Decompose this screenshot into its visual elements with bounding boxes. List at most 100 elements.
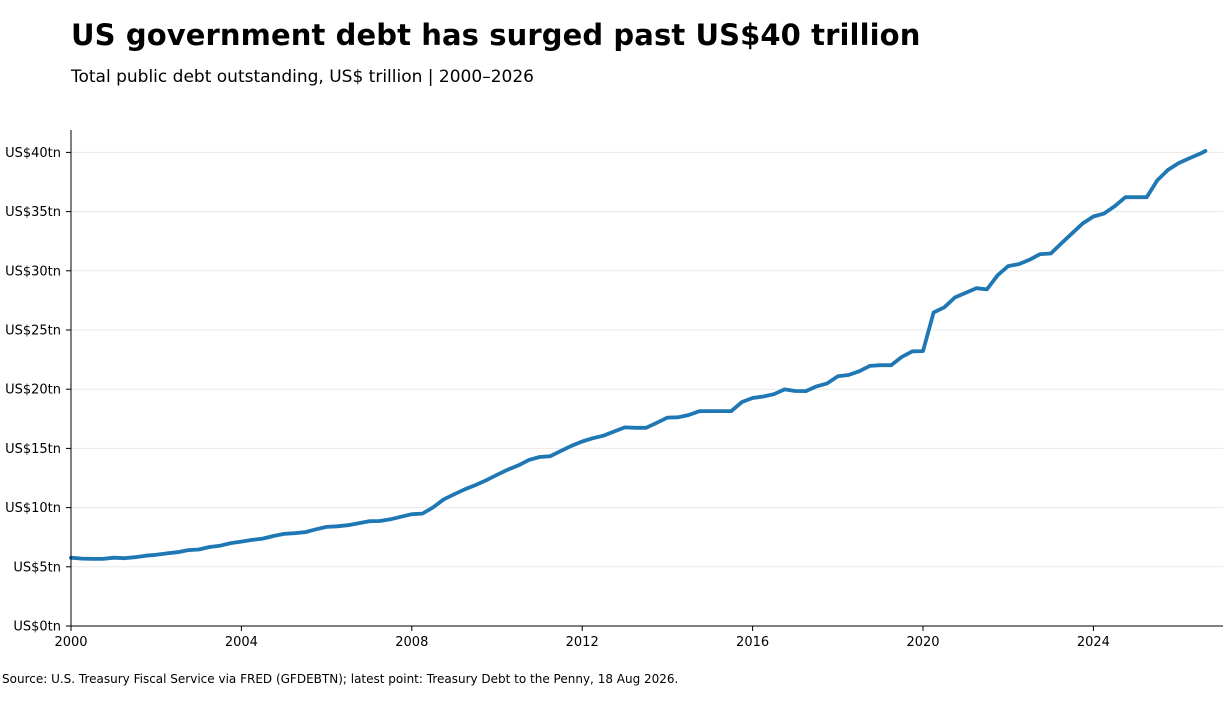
y-tick-label: US$35tn <box>5 205 61 220</box>
data-point <box>474 483 478 487</box>
data-point <box>932 310 936 315</box>
data-point <box>410 512 414 516</box>
data-point <box>964 291 968 295</box>
data-point <box>1059 241 1064 245</box>
data-point <box>1198 152 1202 156</box>
data-point <box>1027 258 1032 262</box>
data-point <box>761 394 765 399</box>
x-tick-label: 2008 <box>395 635 428 650</box>
data-point <box>250 538 254 542</box>
data-point <box>1113 204 1117 208</box>
data-point <box>569 444 574 448</box>
data-point <box>271 534 275 538</box>
data-point <box>378 519 382 523</box>
y-axis-ticks: US$0tn US$5tn US$10tn US$15tn US$20tn US$25tn… <box>5 146 71 635</box>
data-point <box>857 369 861 373</box>
data-point <box>282 532 286 536</box>
data-point <box>793 389 797 393</box>
data-point <box>783 387 787 391</box>
data-point <box>708 409 712 413</box>
data-point <box>1134 195 1138 199</box>
data-point <box>868 364 872 368</box>
data-point <box>644 426 648 430</box>
data-point <box>623 425 627 429</box>
data-point <box>1049 251 1053 256</box>
data-point <box>974 286 978 290</box>
x-axis-ticks: 2000 2004 2008 2012 2016 2020 2024 <box>54 626 1110 650</box>
x-tick-label: 2024 <box>1077 635 1110 650</box>
data-point <box>548 454 552 458</box>
data-point <box>325 525 329 529</box>
data-point <box>942 305 946 309</box>
y-tick-label: US$20tn <box>5 383 61 398</box>
chart-title: US government debt has surged past US$40… <box>71 18 921 52</box>
y-tick-label: US$5tn <box>13 560 61 575</box>
data-point <box>1102 212 1106 216</box>
data-point <box>346 523 350 527</box>
data-point <box>80 557 84 561</box>
axes <box>70 130 1223 627</box>
data-point <box>633 426 638 430</box>
data-point <box>367 519 371 523</box>
data-point <box>506 468 510 472</box>
data-point <box>719 409 723 413</box>
data-point <box>910 349 915 353</box>
data-point <box>655 421 659 425</box>
data-point <box>144 554 148 558</box>
data-point <box>229 541 233 545</box>
data-point <box>1203 149 1207 153</box>
data-point <box>357 521 361 525</box>
data-point <box>122 556 126 560</box>
source-note: Source: U.S. Treasury Fiscal Service via… <box>2 672 679 686</box>
data-point <box>580 439 584 444</box>
data-point <box>1091 214 1095 219</box>
data-point <box>1145 195 1149 199</box>
data-point <box>218 544 222 548</box>
y-tick-label: US$30tn <box>5 264 61 279</box>
data-point <box>420 511 424 516</box>
data-point <box>293 531 297 535</box>
data-point <box>399 515 403 519</box>
data-point <box>665 416 670 420</box>
data-point <box>197 547 201 552</box>
data-point <box>591 436 595 440</box>
data-point <box>996 273 1000 277</box>
data-point <box>804 389 808 393</box>
data-point <box>1006 264 1010 268</box>
data-point <box>303 530 307 534</box>
x-tick-label: 2000 <box>54 635 87 650</box>
data-point <box>900 355 904 359</box>
data-point <box>538 455 542 459</box>
x-tick-label: 2012 <box>566 635 599 650</box>
data-point <box>431 505 435 509</box>
data-point <box>751 396 755 400</box>
data-point <box>846 373 851 377</box>
data-point <box>772 392 776 396</box>
data-point <box>90 557 94 561</box>
data-point <box>878 363 883 367</box>
data-point <box>953 295 957 299</box>
data-point <box>112 556 116 560</box>
data-point <box>836 374 840 378</box>
data-point <box>175 550 180 554</box>
data-point <box>729 409 733 413</box>
data-point <box>1081 221 1085 225</box>
data-point <box>697 409 702 413</box>
data-point <box>687 413 691 417</box>
data-point <box>133 555 137 559</box>
data-point <box>676 415 680 419</box>
data-point <box>101 557 105 561</box>
data-point <box>154 553 158 557</box>
data-point <box>921 349 925 353</box>
data-point <box>1070 231 1074 235</box>
data-point <box>452 492 456 496</box>
data-point <box>261 537 265 541</box>
data-point <box>314 527 318 531</box>
y-tick-label: US$15tn <box>5 442 61 457</box>
data-point <box>495 473 499 477</box>
y-tick-label: US$40tn <box>5 146 61 161</box>
data-point <box>165 551 169 556</box>
data-point <box>740 400 744 404</box>
series-line-0 <box>69 149 1208 561</box>
